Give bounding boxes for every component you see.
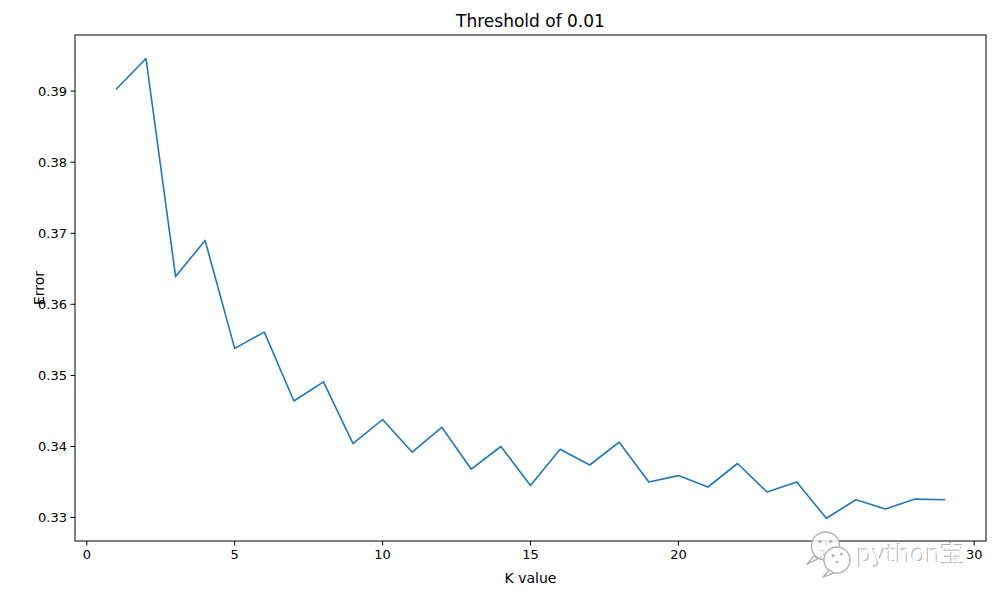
x-axis-label: K value bbox=[505, 570, 557, 586]
x-tick-label: 15 bbox=[522, 547, 539, 562]
x-tick-label: 20 bbox=[670, 547, 687, 562]
x-tick-label: 10 bbox=[374, 547, 391, 562]
x-tick-label: 5 bbox=[231, 547, 239, 562]
plot-frame bbox=[75, 35, 986, 541]
y-tick-label: 0.38 bbox=[38, 155, 67, 170]
error-line bbox=[116, 59, 944, 519]
figure: 051015202530 0.330.340.350.360.370.380.3… bbox=[0, 0, 1000, 600]
y-tick-label: 0.39 bbox=[38, 84, 67, 99]
chart-title: Threshold of 0.01 bbox=[455, 11, 605, 31]
y-tick-label: 0.35 bbox=[38, 368, 67, 383]
wechat-bubbles-icon bbox=[807, 532, 850, 577]
watermark: python宝 python宝 bbox=[807, 532, 965, 577]
x-tick-label: 0 bbox=[83, 547, 91, 562]
y-tick-label: 0.37 bbox=[38, 226, 67, 241]
y-axis-label: Error bbox=[31, 271, 47, 305]
x-tick-label: 30 bbox=[966, 547, 983, 562]
chart-canvas: 051015202530 0.330.340.350.360.370.380.3… bbox=[0, 0, 1000, 600]
watermark-text: python宝 bbox=[857, 541, 965, 569]
y-tick-label: 0.33 bbox=[38, 510, 67, 525]
y-tick-label: 0.34 bbox=[38, 439, 67, 454]
